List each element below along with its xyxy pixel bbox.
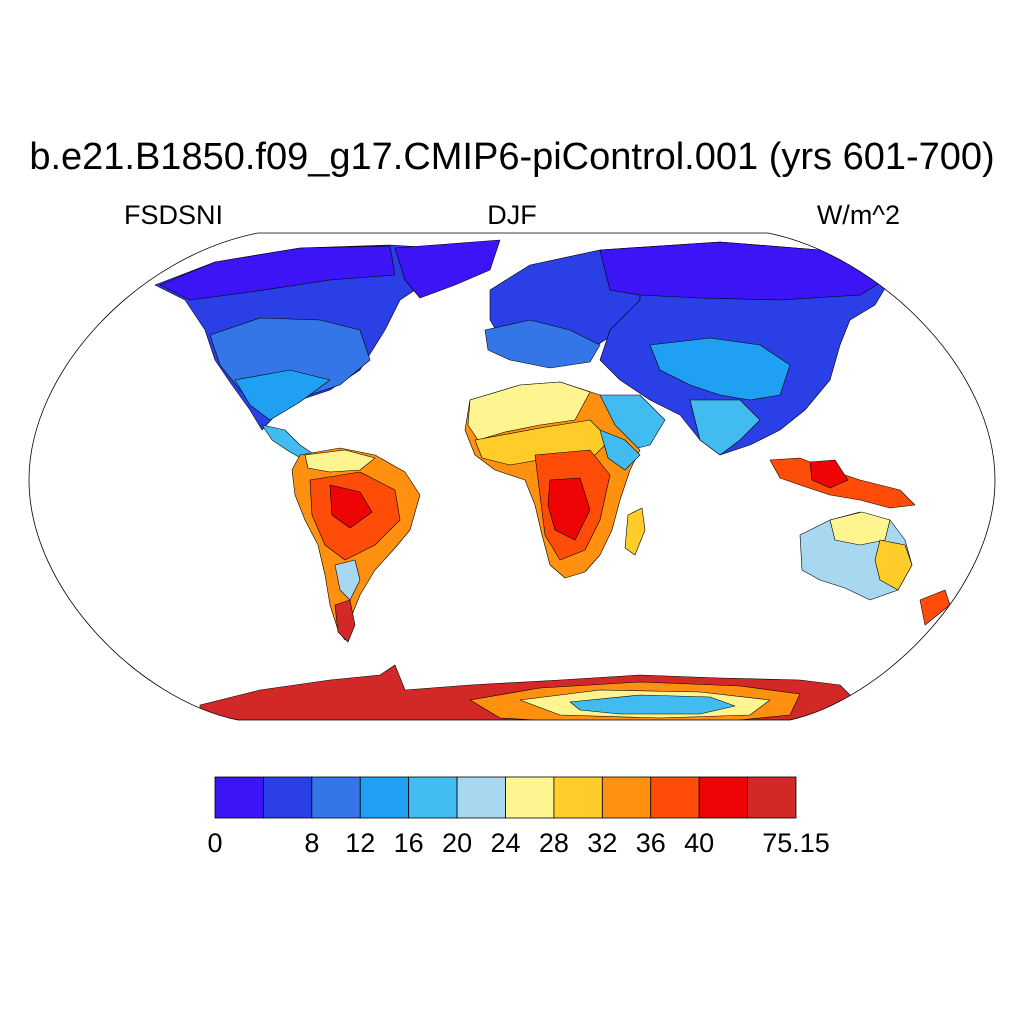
colorbar-box	[747, 776, 797, 819]
colorbar-tick-label: 36	[636, 828, 666, 858]
units-label: W/m^2	[816, 200, 900, 230]
colorbar-box	[359, 776, 410, 819]
region-africa-hot	[547, 477, 591, 541]
season-label: DJF	[487, 200, 537, 230]
region-europe-south	[484, 319, 601, 369]
region-antarctica-plateau-inner	[569, 694, 736, 715]
region-indonesia-hot	[809, 459, 849, 489]
colorbar-box	[408, 776, 458, 819]
colorbar-box	[650, 776, 700, 819]
landmass-indonesia	[769, 457, 916, 509]
colorbar-tick-label: 16	[394, 828, 424, 858]
region-asia-north	[599, 241, 889, 301]
region-australia-north	[829, 511, 891, 546]
variable-label: FSDSNI	[124, 200, 224, 230]
colorbar-tick-label: 28	[539, 828, 569, 858]
region-asia-central	[649, 337, 791, 401]
colorbar-box	[214, 776, 264, 819]
landmass-new-zealand	[919, 589, 951, 626]
plot-title: b.e21.B1850.f09_g17.CMIP6-piControl.001 …	[29, 136, 995, 178]
colorbar: 0 8 12 16 20 24 28 32 36 40 75.15	[207, 776, 830, 858]
colorbar-box	[456, 776, 506, 819]
colorbar-box	[698, 776, 748, 819]
region-south-america-hot	[329, 484, 373, 529]
map-outline	[28, 232, 996, 721]
colorbar-tick-label: 20	[442, 828, 472, 858]
region-arctic-band	[159, 245, 396, 301]
landmass-greenland	[394, 239, 501, 299]
colorbar-box	[505, 776, 555, 819]
colorbar-tick-label: 12	[345, 828, 375, 858]
colorbar-tick-label: 0	[207, 828, 222, 858]
colorbar-box	[311, 776, 361, 819]
colorbar-tick-label: 40	[684, 828, 714, 858]
colorbar-tick-label: 8	[304, 828, 319, 858]
colorbar-box	[601, 776, 652, 819]
region-patagonia	[334, 599, 356, 643]
world-map	[28, 232, 996, 721]
region-north-america-south	[234, 369, 331, 421]
colorbar-box	[553, 776, 603, 819]
region-south-america-south	[334, 559, 361, 601]
region-east-africa	[599, 429, 641, 471]
region-south-america-north	[304, 449, 376, 473]
colorbar-box	[263, 776, 313, 819]
region-australia-east	[874, 539, 913, 591]
region-asia-south	[689, 399, 761, 456]
region-sahara	[467, 381, 591, 441]
colorbar-tick-label: 32	[587, 828, 617, 858]
colorbar-tick-label: 24	[490, 828, 520, 858]
landmass-madagascar	[624, 507, 646, 556]
colorbar-tick-label: 75.15	[762, 828, 830, 858]
